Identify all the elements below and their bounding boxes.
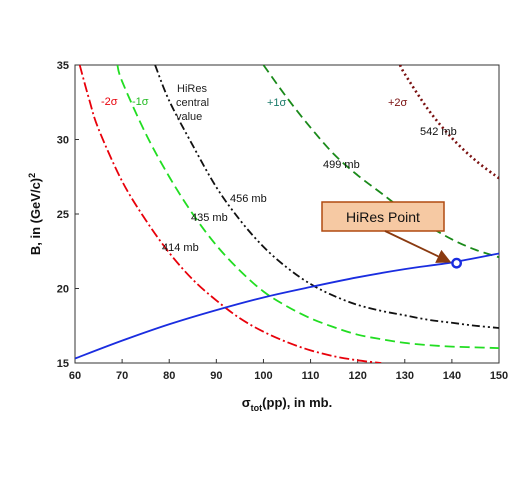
x-tick-label-150: 150 — [490, 370, 508, 382]
x-axis-title: σtot(pp), in mb. — [242, 395, 332, 413]
x-axis-title-main: σ — [242, 395, 251, 410]
series-layer — [75, 65, 499, 363]
curve-label-542mb: 542 mb — [420, 126, 457, 138]
y-tick-label-25: 25 — [57, 209, 69, 221]
annotation-hires-central-line3: value — [176, 111, 202, 123]
y-tick-label-15: 15 — [57, 358, 69, 370]
annotation-hires-central-line1: HiRes — [177, 83, 207, 95]
x-tick-label-80: 80 — [163, 370, 175, 382]
annotation-plus-1-sigma: +1σ — [267, 97, 287, 109]
curve-label-456mb: 456 mb — [230, 193, 267, 205]
annotation-minus-2-sigma: -2σ — [101, 96, 118, 108]
x-tick-label-110: 110 — [302, 370, 320, 382]
y-tick-label-30: 30 — [57, 135, 69, 147]
marker-layer — [451, 257, 462, 269]
annotation-minus-1-sigma: -1σ — [132, 96, 149, 108]
x-tick-label-60: 60 — [69, 370, 81, 382]
x-axis-title-sub: tot — [251, 403, 263, 413]
y-axis-title: B, in (GeV/c)2 — [27, 173, 43, 255]
curve-label-499mb: 499 mb — [323, 159, 360, 171]
series-line-542mb — [398, 65, 499, 180]
hires-point-callout: HiRes Point — [321, 201, 452, 263]
x-tick-label-70: 70 — [116, 370, 128, 382]
hires-point-marker — [451, 257, 462, 269]
y-axis-title-main: B, in (GeV/c) — [28, 178, 43, 255]
callout-arrow — [384, 230, 452, 263]
plot-area: 60 70 80 90 100 110 120 130 140 150 15 20 25 30 35 — [57, 60, 508, 382]
x-tick-label-120: 120 — [348, 370, 366, 382]
callout-box — [321, 201, 445, 232]
svg-text:B, in (GeV/c)2: B, in (GeV/c)2 — [27, 173, 43, 255]
annotation-hires-central-line2: central — [176, 97, 209, 109]
ticks-layer: 60 70 80 90 100 110 120 130 140 150 15 20 25 30 35 — [57, 60, 508, 382]
x-tick-label-100: 100 — [254, 370, 272, 382]
x-tick-label-90: 90 — [210, 370, 222, 382]
x-axis-title-rest: (pp), in mb. — [262, 395, 332, 410]
series-line-435mb — [116, 65, 499, 349]
curve-label-435mb: 435 mb — [191, 212, 228, 224]
y-axis-title-sup: 2 — [27, 173, 37, 178]
series-line-414mb — [78, 65, 382, 363]
annotation-plus-2-sigma: +2σ — [388, 97, 408, 109]
series-line-499mb — [262, 65, 499, 259]
x-tick-label-140: 140 — [443, 370, 461, 382]
annotations: -2σ -1σ HiRes central value +1σ +2σ 542 … — [101, 83, 457, 254]
callout-label: HiRes Point — [346, 209, 420, 225]
annotation-hires-central: HiRes central value — [176, 83, 212, 123]
curve-label-414mb: 414 mb — [162, 242, 199, 254]
x-tick-label-130: 130 — [396, 370, 414, 382]
y-tick-label-20: 20 — [57, 284, 69, 296]
y-tick-label-35: 35 — [57, 60, 69, 72]
series-line-hires-fit — [75, 252, 499, 360]
